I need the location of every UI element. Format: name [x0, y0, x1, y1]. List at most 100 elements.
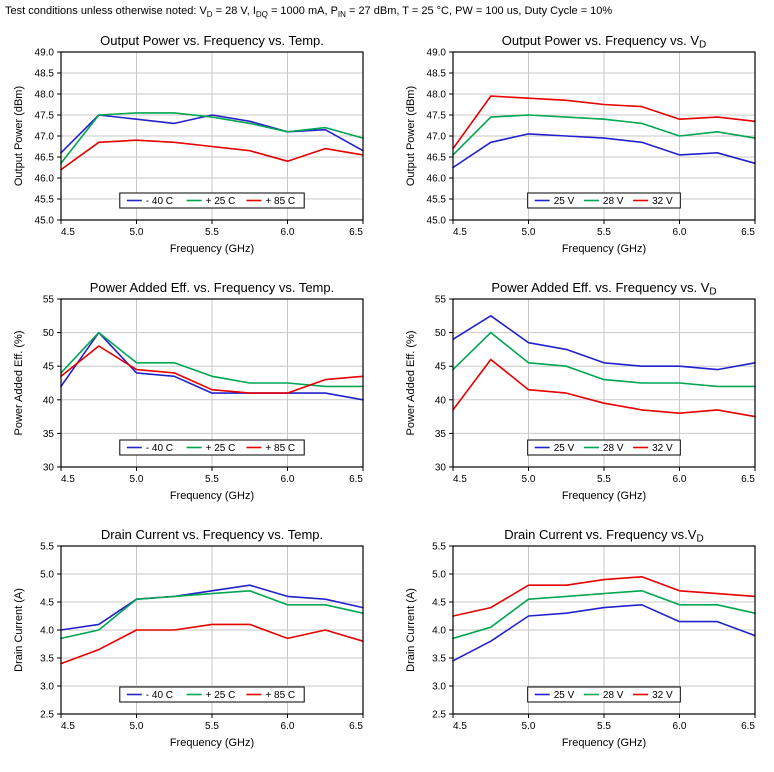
x-tick-label: 5.0: [130, 721, 144, 732]
series-line-red: [60, 623, 364, 665]
legend-label: 25 V: [554, 443, 575, 454]
y-tick-label: 45: [43, 362, 55, 373]
conditions-subscript: IN: [337, 10, 346, 20]
x-axis-label: Frequency (GHz): [562, 243, 646, 255]
legend-label: 32 V: [652, 443, 673, 454]
legend: 25 V 28 V 32 V: [527, 192, 681, 209]
x-tick-label: 6.0: [281, 474, 295, 485]
y-tick-label: 55: [43, 295, 55, 306]
legend: - 40 C + 25 C + 85 C: [119, 439, 305, 456]
y-tick-label: 49.0: [427, 48, 447, 59]
series-line-blue: [60, 114, 364, 154]
y-tick-label: 55: [435, 295, 447, 306]
y-tick-label: 47.5: [35, 111, 55, 122]
y-tick-label: 45.0: [427, 216, 447, 227]
y-tick-label: 35: [435, 429, 447, 440]
chart-cell-drain-current-vs-vd: 2.5 3.0 3.5 4.0 4.5 5.0 5.5 4.5 5.0 5.5 6.0 6.5 Drai…: [403, 526, 765, 750]
legend-label: - 40 C: [146, 196, 173, 207]
y-tick-label: 49.0: [35, 48, 55, 59]
x-tick-label: 5.5: [597, 721, 611, 732]
y-tick-label: 5.5: [40, 542, 54, 553]
y-tick-label: 35: [43, 429, 55, 440]
y-tick-label: 50: [435, 328, 447, 339]
chart-title: Drain Current vs. Frequency vs. Temp.: [101, 527, 323, 542]
legend-label: + 85 C: [265, 690, 295, 701]
legend-label: + 85 C: [265, 443, 295, 454]
chart-title: Output Power vs. Frequency vs. Temp.: [100, 33, 324, 48]
legend-label: - 40 C: [146, 443, 173, 454]
x-axis-label: Frequency (GHz): [170, 490, 254, 502]
x-tick-label: 5.5: [597, 227, 611, 238]
conditions-text: Test conditions unless otherwise noted: …: [5, 5, 207, 17]
chart-power-added-eff-vs-frequency-vs-vd: 30 35 40 45 50 55 4.5 5.0 5.5 6.0 6.5 Power Added E…: [405, 280, 756, 502]
x-tick-label: 6.5: [349, 474, 363, 485]
x-tick-label: 6.5: [741, 474, 755, 485]
y-tick-label: 5.0: [40, 570, 54, 581]
x-tick-label: 5.5: [205, 721, 219, 732]
y-tick-label: 4.5: [40, 598, 54, 609]
y-tick-label: 48.0: [427, 90, 447, 101]
y-axis-label: Output Power (dBm): [13, 86, 25, 186]
y-tick-label: 46.5: [427, 153, 447, 164]
legend-label: + 25 C: [206, 196, 236, 207]
legend-box: [527, 686, 681, 703]
x-tick-label: 6.5: [349, 721, 363, 732]
conditions-text: = 28 V, I: [212, 5, 256, 17]
x-axis-label: Frequency (GHz): [170, 243, 254, 255]
legend-box: [119, 686, 305, 703]
series-line-green: [452, 114, 756, 156]
legend-label: 28 V: [603, 196, 624, 207]
legend: 25 V 28 V 32 V: [527, 686, 681, 703]
x-tick-label: 4.5: [61, 721, 75, 732]
y-tick-label: 30: [43, 463, 55, 474]
chart-cell-output-power-vs-temp: 45.0 45.5 46.0 46.5 47.0 47.5 48.0 48.5 49.0 4.5 5…: [11, 32, 373, 256]
conditions-subscript: D: [206, 10, 213, 20]
chart-cell-pae-vs-vd: 30 35 40 45 50 55 4.5 5.0 5.5 6.0 6.5 Power Added E…: [403, 279, 765, 503]
series-line-red: [452, 358, 756, 418]
y-axis-label: Drain Current (A): [405, 588, 417, 672]
legend-label: + 25 C: [206, 690, 236, 701]
series-line-green: [60, 331, 364, 388]
y-tick-label: 40: [435, 395, 447, 406]
legend-label: 25 V: [554, 196, 575, 207]
y-tick-label: 46.0: [427, 174, 447, 185]
x-tick-label: 6.5: [741, 227, 755, 238]
series-line-blue: [60, 331, 364, 401]
y-axis-label: Power Added Eff. (%): [13, 331, 25, 436]
y-tick-label: 45: [435, 362, 447, 373]
y-tick-label: 46.0: [35, 174, 55, 185]
x-tick-label: 5.0: [522, 474, 536, 485]
y-tick-label: 4.0: [40, 626, 54, 637]
x-tick-label: 6.0: [281, 227, 295, 238]
x-tick-label: 5.0: [522, 721, 536, 732]
legend-box: [527, 439, 681, 456]
y-tick-label: 5.5: [432, 542, 446, 553]
y-tick-label: 48.5: [35, 69, 55, 80]
y-tick-label: 3.5: [432, 654, 446, 665]
legend-label: 28 V: [603, 690, 624, 701]
x-tick-label: 6.0: [673, 474, 687, 485]
chart-title: Drain Current vs. Frequency vs.VD: [504, 527, 703, 545]
y-axis-label: Drain Current (A): [13, 588, 25, 672]
y-tick-label: 45.5: [427, 195, 447, 206]
x-axis-label: Frequency (GHz): [562, 490, 646, 502]
x-axis-label: Frequency (GHz): [562, 737, 646, 749]
series-line-red: [60, 345, 364, 395]
y-tick-label: 47.5: [427, 111, 447, 122]
conditions-text: = 1000 mA, P: [267, 5, 338, 17]
x-tick-label: 4.5: [453, 721, 467, 732]
x-tick-label: 5.5: [205, 474, 219, 485]
legend-box: [119, 439, 305, 456]
series-line-green: [452, 331, 756, 388]
x-tick-label: 5.5: [205, 227, 219, 238]
x-tick-label: 5.5: [597, 474, 611, 485]
series-line-red: [60, 139, 364, 171]
chart-output-power-vs-frequency-vs-vd: 45.0 45.5 46.0 46.5 47.0 47.5 48.0 48.5 49.0 4.5 5…: [405, 33, 756, 255]
series-line-red: [452, 95, 756, 150]
x-tick-label: 5.0: [130, 474, 144, 485]
y-tick-label: 47.0: [427, 132, 447, 143]
legend-label: 32 V: [652, 196, 673, 207]
x-tick-label: 6.5: [741, 721, 755, 732]
series-line-green: [452, 590, 756, 640]
x-tick-label: 6.5: [349, 227, 363, 238]
